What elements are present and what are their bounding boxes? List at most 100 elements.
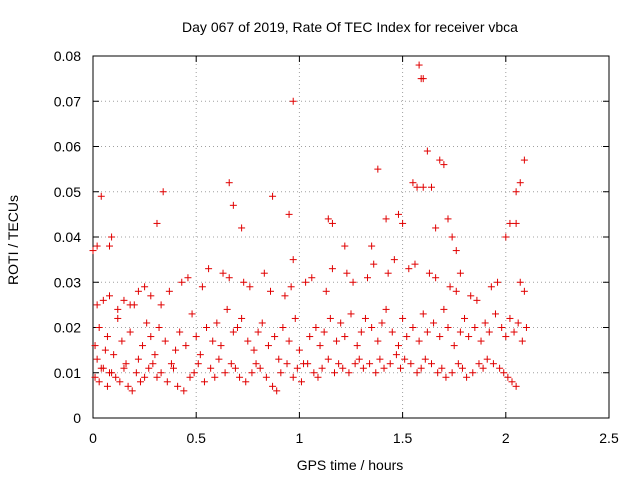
data-point [506, 314, 514, 322]
data-point [399, 314, 407, 322]
data-point [516, 179, 524, 187]
data-point [99, 296, 107, 304]
data-point [442, 373, 450, 381]
data-point [337, 319, 345, 327]
data-point [103, 333, 111, 341]
data-point [200, 378, 208, 386]
data-point [124, 382, 132, 390]
data-point [353, 342, 361, 350]
data-point [114, 314, 122, 322]
data-point [328, 219, 336, 227]
data-point [382, 215, 390, 223]
data-point [506, 219, 514, 227]
data-point [122, 360, 130, 368]
data-point [427, 183, 435, 191]
data-point [343, 269, 351, 277]
data-point [169, 364, 177, 372]
data-point [386, 360, 394, 368]
data-point [328, 265, 336, 273]
data-point [114, 305, 122, 313]
data-point [417, 364, 425, 372]
data-point [458, 364, 466, 372]
data-point [380, 364, 388, 372]
y-tick-label: 0 [73, 410, 81, 426]
data-point [293, 364, 301, 372]
data-point [126, 301, 134, 309]
data-point [349, 278, 357, 286]
data-point [231, 364, 239, 372]
data-point [147, 292, 155, 300]
x-axis-label: GPS time / hours [297, 457, 404, 473]
data-point [153, 219, 161, 227]
data-point [281, 292, 289, 300]
data-point [242, 378, 250, 386]
data-point [514, 319, 522, 327]
data-point [419, 183, 427, 191]
data-point [205, 265, 213, 273]
data-point [394, 210, 402, 218]
data-point [384, 269, 392, 277]
data-point [302, 278, 310, 286]
data-point [444, 215, 452, 223]
data-point [512, 382, 520, 390]
y-tick-label: 0.07 [54, 93, 81, 109]
data-point [172, 346, 180, 354]
data-point [308, 274, 316, 282]
data-point [326, 314, 334, 322]
data-point [483, 355, 491, 363]
data-point [489, 360, 497, 368]
data-point [97, 192, 105, 200]
data-point [378, 319, 386, 327]
data-point [289, 256, 297, 264]
data-point [297, 378, 305, 386]
data-point [448, 369, 456, 377]
data-point [143, 319, 151, 327]
data-point [103, 382, 111, 390]
data-point [504, 373, 512, 381]
data-point [436, 156, 444, 164]
data-point [512, 219, 520, 227]
data-point [157, 301, 165, 309]
data-point [182, 342, 190, 350]
data-point [306, 333, 314, 341]
data-point [364, 274, 372, 282]
y-tick-label: 0.04 [54, 229, 81, 245]
data-point [126, 328, 134, 336]
data-point [186, 373, 194, 381]
data-point [467, 292, 475, 300]
data-point [436, 333, 444, 341]
data-point [403, 333, 411, 341]
data-point [116, 378, 124, 386]
data-point [456, 269, 464, 277]
data-point [419, 310, 427, 318]
x-tick-label: 2 [502, 430, 510, 446]
data-point [223, 305, 231, 313]
data-point [498, 324, 506, 331]
data-point [108, 233, 116, 241]
data-point [452, 287, 460, 295]
data-point [368, 242, 376, 250]
data-point [120, 296, 128, 304]
data-point [320, 328, 328, 336]
data-point [494, 278, 502, 286]
data-point [190, 369, 198, 377]
data-point [318, 364, 326, 372]
data-point [355, 355, 363, 363]
y-tick-label: 0.06 [54, 139, 81, 155]
data-point [136, 378, 144, 386]
data-point [335, 360, 343, 368]
data-point [93, 242, 101, 250]
data-point [184, 274, 192, 282]
data-point [413, 369, 421, 377]
data-point [165, 287, 173, 295]
data-point [401, 355, 409, 363]
data-point [518, 337, 526, 345]
data-point [520, 287, 528, 295]
y-tick-label: 0.02 [54, 320, 81, 336]
data-point [254, 328, 262, 336]
data-point [341, 242, 349, 250]
data-point [295, 346, 303, 354]
data-point [244, 337, 252, 345]
data-point [324, 355, 332, 363]
